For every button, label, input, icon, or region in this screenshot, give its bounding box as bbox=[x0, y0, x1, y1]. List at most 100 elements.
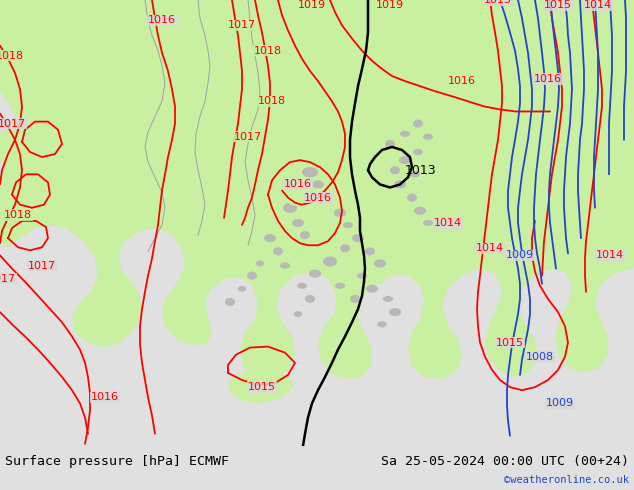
Polygon shape bbox=[423, 134, 433, 140]
Polygon shape bbox=[340, 244, 350, 252]
Polygon shape bbox=[228, 370, 295, 403]
Text: 1009: 1009 bbox=[506, 250, 534, 260]
Polygon shape bbox=[225, 298, 235, 306]
Polygon shape bbox=[335, 283, 345, 289]
Polygon shape bbox=[288, 196, 302, 206]
Polygon shape bbox=[302, 167, 318, 177]
Polygon shape bbox=[237, 146, 253, 158]
Text: 1017: 1017 bbox=[0, 119, 26, 129]
Polygon shape bbox=[363, 194, 373, 202]
Text: 1017: 1017 bbox=[234, 132, 262, 142]
Polygon shape bbox=[0, 196, 26, 233]
Polygon shape bbox=[389, 308, 401, 316]
Text: 1016: 1016 bbox=[304, 193, 332, 202]
Polygon shape bbox=[334, 209, 346, 217]
Polygon shape bbox=[263, 172, 277, 182]
Text: 1014: 1014 bbox=[434, 218, 462, 228]
Text: 1016: 1016 bbox=[534, 74, 562, 84]
Polygon shape bbox=[390, 221, 400, 229]
Polygon shape bbox=[238, 286, 246, 292]
Text: 1015: 1015 bbox=[248, 382, 276, 392]
Polygon shape bbox=[276, 185, 288, 196]
Text: 1014: 1014 bbox=[476, 244, 504, 253]
Text: 1017: 1017 bbox=[28, 261, 56, 270]
Text: 1018: 1018 bbox=[258, 97, 286, 106]
Polygon shape bbox=[247, 271, 257, 280]
Polygon shape bbox=[383, 296, 393, 302]
Text: 1014: 1014 bbox=[596, 250, 624, 260]
Polygon shape bbox=[399, 156, 411, 164]
Polygon shape bbox=[294, 311, 302, 317]
Polygon shape bbox=[400, 131, 410, 137]
Polygon shape bbox=[365, 247, 375, 255]
Polygon shape bbox=[373, 279, 383, 285]
Polygon shape bbox=[403, 235, 413, 241]
Polygon shape bbox=[505, 0, 620, 193]
Polygon shape bbox=[418, 248, 426, 254]
Text: 1017: 1017 bbox=[0, 274, 16, 284]
Polygon shape bbox=[205, 177, 260, 248]
Polygon shape bbox=[360, 265, 370, 272]
Polygon shape bbox=[332, 237, 344, 245]
Polygon shape bbox=[374, 259, 386, 268]
Text: 1016: 1016 bbox=[284, 179, 312, 190]
Polygon shape bbox=[423, 220, 433, 226]
Polygon shape bbox=[312, 180, 324, 189]
Text: 1018: 1018 bbox=[0, 51, 24, 61]
Polygon shape bbox=[292, 219, 304, 227]
Text: 1016: 1016 bbox=[148, 15, 176, 25]
Polygon shape bbox=[394, 180, 406, 189]
Text: ©weatheronline.co.uk: ©weatheronline.co.uk bbox=[504, 475, 629, 485]
Polygon shape bbox=[252, 159, 264, 169]
Polygon shape bbox=[385, 140, 395, 148]
Polygon shape bbox=[283, 203, 297, 213]
Polygon shape bbox=[297, 283, 307, 289]
Polygon shape bbox=[302, 211, 314, 219]
Text: 1015: 1015 bbox=[496, 338, 524, 347]
Text: 1008: 1008 bbox=[526, 352, 554, 362]
Text: Surface pressure [hPa] ECMWF: Surface pressure [hPa] ECMWF bbox=[5, 455, 229, 468]
Polygon shape bbox=[195, 112, 262, 233]
Text: 1013: 1013 bbox=[404, 164, 436, 177]
Text: 1016: 1016 bbox=[448, 76, 476, 86]
Text: 1015: 1015 bbox=[544, 0, 572, 10]
Polygon shape bbox=[300, 231, 310, 239]
Polygon shape bbox=[280, 263, 290, 269]
Polygon shape bbox=[377, 321, 387, 327]
Polygon shape bbox=[273, 247, 283, 255]
Polygon shape bbox=[256, 261, 264, 267]
Polygon shape bbox=[264, 234, 276, 242]
Polygon shape bbox=[350, 295, 360, 303]
Polygon shape bbox=[334, 168, 346, 176]
Text: 1018: 1018 bbox=[4, 210, 32, 220]
Text: 1015: 1015 bbox=[484, 0, 512, 5]
Text: 1019: 1019 bbox=[298, 0, 326, 10]
Polygon shape bbox=[0, 0, 634, 379]
Polygon shape bbox=[352, 234, 364, 242]
Polygon shape bbox=[350, 180, 360, 189]
Text: 1019: 1019 bbox=[376, 0, 404, 10]
Polygon shape bbox=[414, 207, 426, 215]
Text: 1018: 1018 bbox=[254, 46, 282, 56]
Polygon shape bbox=[366, 285, 378, 293]
Polygon shape bbox=[390, 166, 400, 174]
Polygon shape bbox=[305, 295, 315, 303]
Polygon shape bbox=[323, 256, 337, 267]
Text: Sa 25-05-2024 00:00 UTC (00+24): Sa 25-05-2024 00:00 UTC (00+24) bbox=[381, 455, 629, 468]
Polygon shape bbox=[317, 224, 327, 232]
Polygon shape bbox=[343, 222, 353, 228]
Polygon shape bbox=[377, 207, 387, 215]
Text: 1016: 1016 bbox=[91, 392, 119, 402]
Polygon shape bbox=[309, 270, 321, 278]
Polygon shape bbox=[357, 272, 367, 279]
Polygon shape bbox=[0, 176, 15, 205]
Polygon shape bbox=[320, 194, 330, 202]
Polygon shape bbox=[413, 120, 423, 128]
Polygon shape bbox=[407, 194, 417, 202]
Text: 1009: 1009 bbox=[546, 398, 574, 408]
Polygon shape bbox=[347, 251, 357, 259]
Text: 1017: 1017 bbox=[228, 21, 256, 30]
Text: 1014: 1014 bbox=[584, 0, 612, 10]
Polygon shape bbox=[413, 149, 423, 155]
Polygon shape bbox=[0, 129, 20, 165]
